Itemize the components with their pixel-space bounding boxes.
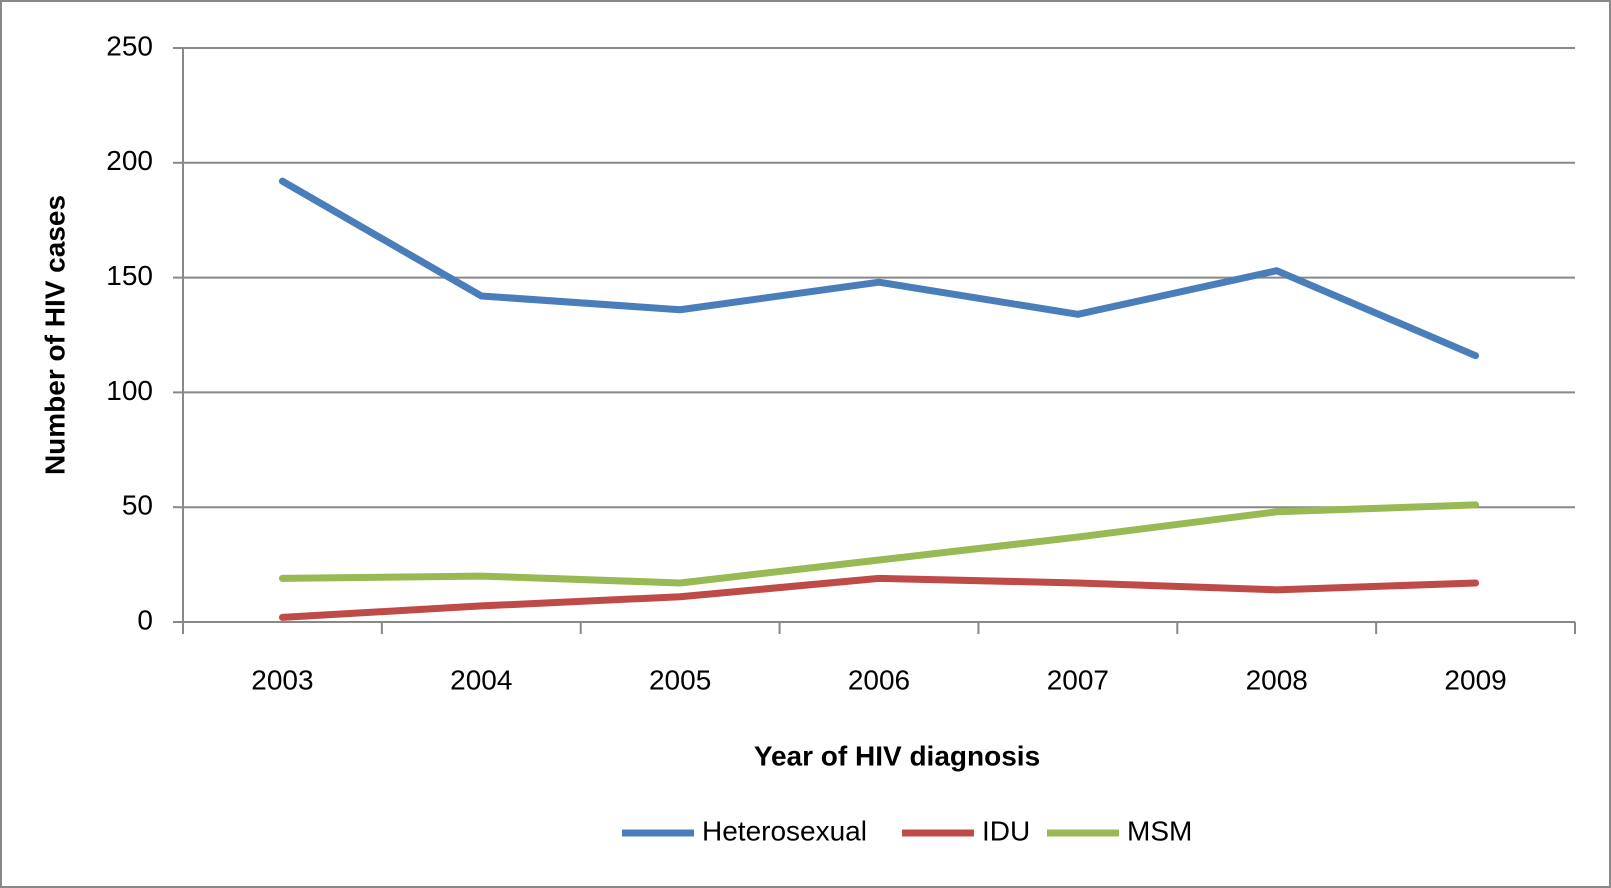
x-tick-label: 2008 (1246, 664, 1308, 695)
legend-label: MSM (1127, 815, 1192, 846)
y-tick-label: 100 (106, 375, 153, 406)
series-line (278, 501, 1480, 587)
x-tick-label: 2005 (649, 664, 711, 695)
x-tick-label: 2004 (450, 664, 512, 695)
series-line (278, 177, 1480, 360)
y-axis-title: Number of HIV cases (39, 195, 70, 475)
y-tick-label: 0 (137, 604, 153, 635)
y-tick-label: 150 (106, 260, 153, 291)
x-axis-title: Year of HIV diagnosis (754, 740, 1040, 771)
y-tick-label: 250 (106, 30, 153, 61)
y-tick-label: 200 (106, 145, 153, 176)
legend-label: Heterosexual (702, 815, 867, 846)
y-tick-label: 50 (122, 490, 153, 521)
legend-label: IDU (982, 815, 1030, 846)
series-line (278, 574, 1480, 621)
x-tick-label: 2009 (1444, 664, 1506, 695)
x-tick-label: 2006 (848, 664, 910, 695)
x-tick-label: 2003 (251, 664, 313, 695)
x-tick-label: 2007 (1047, 664, 1109, 695)
